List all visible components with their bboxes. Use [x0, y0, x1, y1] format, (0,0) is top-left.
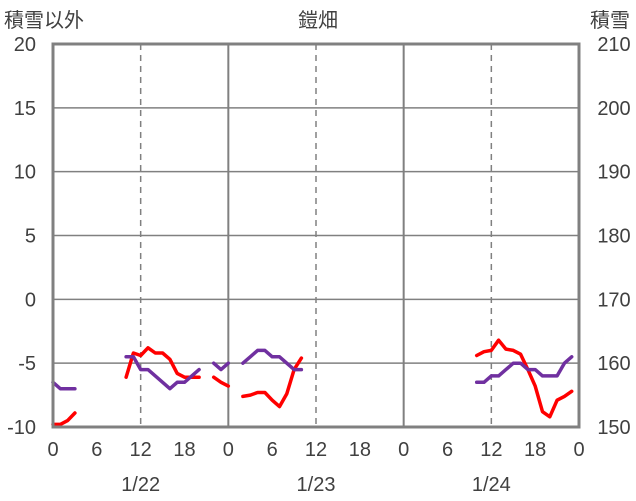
y-tick-left: -5 — [18, 353, 36, 375]
x-tick: 6 — [91, 439, 102, 461]
chart-title: 鎧畑 — [298, 9, 338, 32]
grid-layer — [53, 44, 579, 427]
series-line-snow — [51, 380, 77, 391]
x-tick: 18 — [173, 439, 195, 461]
y-axis-right-label: 積雪 — [590, 9, 630, 32]
series-layer — [51, 338, 574, 427]
x-tick: 6 — [267, 439, 278, 461]
date-label: 1/22 — [121, 474, 160, 496]
x-tick: 0 — [223, 439, 234, 461]
y-tick-left: 10 — [14, 162, 36, 184]
series-line-other — [211, 375, 231, 388]
y-tick-right: 200 — [597, 98, 630, 120]
y-tick-right: 150 — [597, 417, 630, 439]
x-tick: 12 — [130, 439, 152, 461]
x-tick: 0 — [47, 439, 58, 461]
y-tick-left: 15 — [14, 98, 36, 120]
y-tick-left: 20 — [14, 34, 36, 56]
y-tick-right: 190 — [597, 162, 630, 184]
date-label: 1/23 — [297, 474, 336, 496]
y-tick-left: 5 — [25, 226, 36, 248]
x-tick: 0 — [398, 439, 409, 461]
series-line-other — [241, 356, 304, 409]
x-tick: 18 — [349, 439, 371, 461]
x-tick: 6 — [442, 439, 453, 461]
y-tick-right: 210 — [597, 34, 630, 56]
series-line-snow — [241, 348, 304, 372]
series-line-snow — [211, 361, 231, 372]
y-tick-right: 170 — [597, 289, 630, 311]
series-line-other — [474, 338, 574, 419]
date-label: 1/24 — [472, 474, 511, 496]
plot-frame — [51, 42, 581, 429]
x-tick: 18 — [524, 439, 546, 461]
series-line-snow — [124, 355, 201, 391]
y-tick-left: 0 — [25, 289, 36, 311]
y-tick-left: -10 — [7, 417, 36, 439]
y-tick-right: 180 — [597, 226, 630, 248]
x-tick: 12 — [480, 439, 502, 461]
y-tick-right: 160 — [597, 353, 630, 375]
x-tick: 12 — [305, 439, 327, 461]
x-tick: 0 — [573, 439, 584, 461]
series-line-snow — [474, 355, 574, 385]
series-line-other — [51, 411, 77, 427]
y-axis-left-label: 積雪以外 — [4, 9, 84, 32]
series-line-other — [124, 346, 201, 379]
